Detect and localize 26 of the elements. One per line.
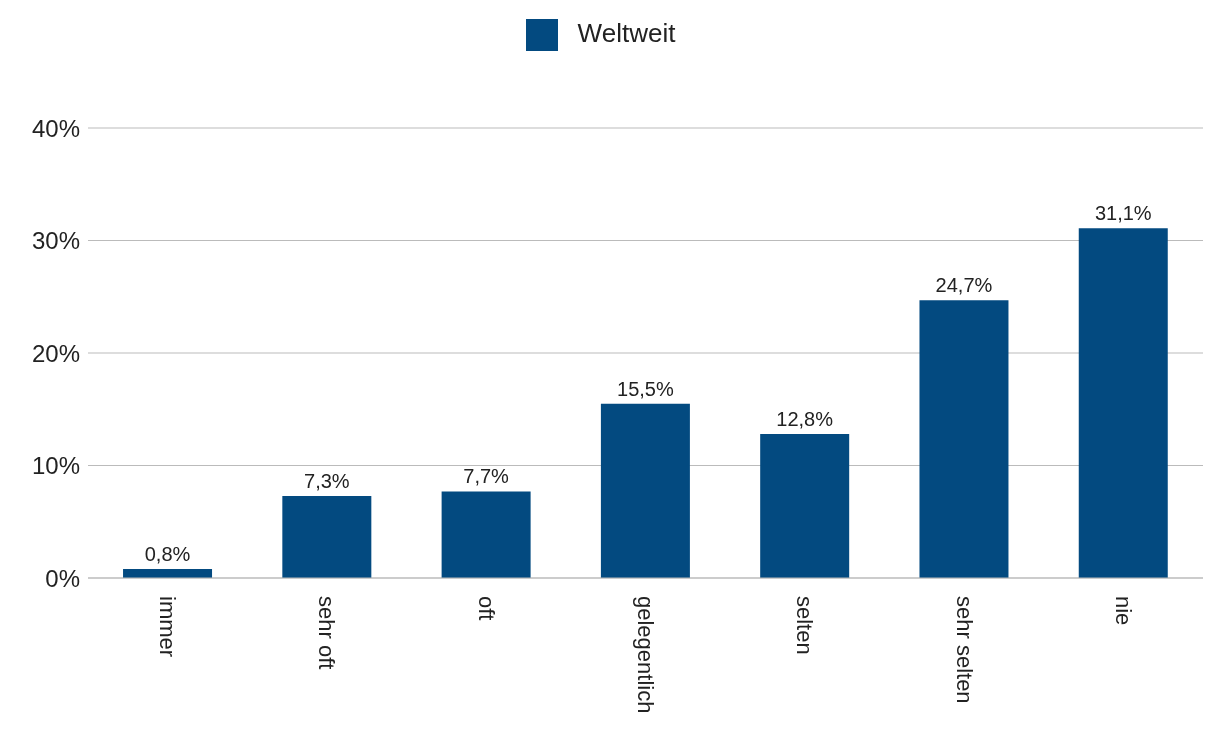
y-tick-label: 30% — [31, 227, 80, 255]
y-tick-label: 0% — [45, 564, 80, 592]
y-tick-label: 10% — [31, 452, 80, 480]
x-tick-label: sehr oft — [314, 596, 340, 670]
bar — [919, 300, 1009, 578]
y-tick-label: 40% — [31, 114, 80, 142]
data-label: 0,8% — [144, 543, 191, 565]
data-label: 24,7% — [935, 274, 993, 297]
data-label: 12,8% — [776, 408, 834, 430]
bar — [1078, 228, 1168, 578]
x-tick-label: immer — [155, 596, 181, 658]
bar — [282, 495, 372, 578]
x-tick-label: gelegentlich — [633, 596, 658, 714]
x-tick-label: selten — [792, 596, 818, 655]
legend-label: Weltweit — [577, 18, 676, 48]
x-tick-label: nie — [1110, 596, 1136, 626]
data-label: 7,3% — [304, 469, 350, 492]
y-tick-label: 20% — [31, 339, 80, 367]
bar — [760, 434, 850, 578]
x-tick-label: oft — [473, 596, 499, 621]
data-label: 31,1% — [1094, 202, 1152, 225]
x-tick-label: sehr selten — [951, 596, 977, 704]
data-label: 7,7% — [463, 465, 510, 488]
bar — [600, 403, 690, 578]
data-label: 15,5% — [617, 377, 674, 400]
bar — [441, 491, 531, 578]
